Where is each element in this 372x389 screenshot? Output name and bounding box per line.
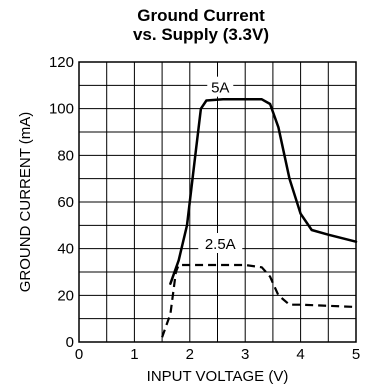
y-tick-label: 80 <box>57 147 74 164</box>
series-line-solid <box>169 98 358 285</box>
chart-title-line-2: vs. Supply (3.3V) <box>132 25 270 44</box>
plot-frame <box>78 61 357 343</box>
x-tick-label: 3 <box>241 346 249 363</box>
x-tick-label: 4 <box>296 346 304 363</box>
x-tick-label: 1 <box>130 346 138 363</box>
chart-title-line-1: Ground Current <box>137 6 265 25</box>
y-tick-label: 40 <box>57 241 74 258</box>
series-label-background <box>198 233 243 253</box>
x-tick-label: 5 <box>352 346 360 363</box>
x-tick-label: 2 <box>186 346 194 363</box>
y-tick-label: 120 <box>49 54 74 71</box>
y-tick-label: 100 <box>49 101 74 118</box>
y-tick-label: 0 <box>66 334 74 351</box>
series-label: 2.5A <box>205 236 236 253</box>
x-axis-label: INPUT VOLTAGE (V) <box>147 368 289 385</box>
y-tick-label: 60 <box>57 194 74 211</box>
y-tick-label: 20 <box>57 287 74 304</box>
series-line-dashed <box>161 263 357 338</box>
x-tick-label: 0 <box>75 346 83 363</box>
series-label-background <box>207 76 234 97</box>
series-label: 5A <box>211 80 229 97</box>
y-axis-label: GROUND CURRENT (mA) <box>17 112 34 293</box>
